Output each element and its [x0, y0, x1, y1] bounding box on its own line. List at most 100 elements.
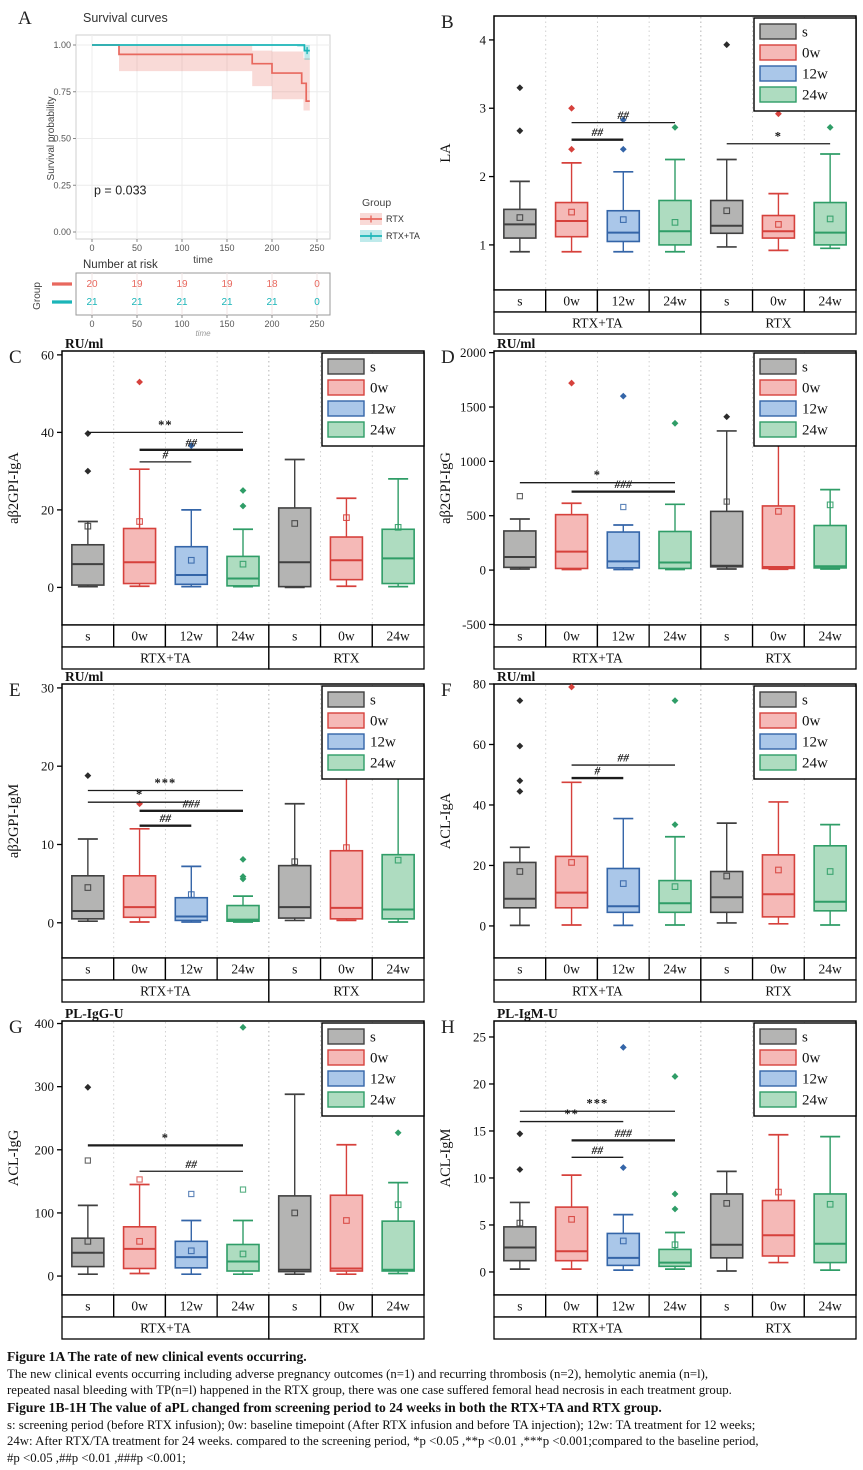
svg-text:s: s: [370, 1030, 376, 1046]
svg-text:*: *: [136, 788, 143, 802]
svg-text:5: 5: [480, 1217, 487, 1232]
svg-text:RTX+TA: RTX+TA: [140, 1321, 191, 1336]
svg-text:300: 300: [35, 1079, 55, 1094]
svg-text:200: 200: [264, 243, 279, 253]
svg-text:s: s: [517, 629, 522, 644]
svg-text:12w: 12w: [612, 294, 636, 309]
svg-text:500: 500: [467, 508, 487, 523]
svg-text:##: ##: [617, 110, 630, 122]
svg-text:##: ##: [591, 127, 604, 139]
svg-text:24w: 24w: [387, 1299, 411, 1314]
svg-text:RU/ml: RU/ml: [497, 670, 535, 684]
svg-text:24w: 24w: [663, 294, 687, 309]
svg-text:ACL-IgG: ACL-IgG: [6, 1129, 22, 1186]
svg-text:s: s: [517, 294, 522, 309]
svg-text:20: 20: [41, 759, 54, 774]
panel-g-boxplot-svg: 0 100 200 300 400 PL-IgG-U G ACL-IgG * ## s 0w 12w 24…: [0, 1006, 431, 1341]
svg-text:0: 0: [48, 1269, 55, 1284]
svg-text:30: 30: [41, 680, 54, 695]
svg-text:18: 18: [266, 279, 278, 290]
svg-text:0w: 0w: [338, 962, 355, 977]
svg-text:0: 0: [89, 243, 94, 253]
svg-text:Survival curves: Survival curves: [83, 11, 168, 25]
svg-text:0w: 0w: [131, 1299, 148, 1314]
svg-text:12w: 12w: [370, 735, 396, 751]
svg-text:19: 19: [176, 279, 188, 290]
svg-text:24w: 24w: [819, 962, 843, 977]
svg-text:*: *: [162, 1131, 169, 1145]
svg-text:ACL-IgA: ACL-IgA: [438, 792, 454, 849]
svg-text:25: 25: [473, 1029, 486, 1044]
svg-text:s: s: [517, 962, 522, 977]
svg-text:G: G: [9, 1017, 24, 1038]
panel-b-boxplot-svg: 1 2 3 4 B LA ## ## * s 0w 12w 24w s 0w 12w 24w s 0w 24w RTX+…: [432, 2, 863, 336]
svg-text:Number at risk: Number at risk: [83, 259, 158, 271]
svg-text:###: ###: [614, 479, 633, 491]
svg-text:3: 3: [480, 101, 487, 116]
svg-text:s: s: [85, 1299, 90, 1314]
svg-text:***: ***: [587, 1097, 609, 1111]
svg-text:100: 100: [35, 1205, 55, 1220]
svg-text:s: s: [724, 1299, 729, 1314]
svg-text:21: 21: [86, 297, 98, 308]
caption-body-line: s: screening period (before RTX infusion…: [7, 1417, 756, 1432]
svg-text:12w: 12w: [802, 735, 828, 751]
svg-text:19: 19: [221, 279, 233, 290]
svg-text:RTX: RTX: [333, 651, 359, 666]
figure-caption: Figure 1A The rate of new clinical event…: [7, 1348, 857, 1466]
svg-text:RTX+TA: RTX+TA: [140, 984, 191, 999]
svg-text:10: 10: [473, 1170, 486, 1185]
svg-text:21: 21: [266, 297, 278, 308]
svg-text:150: 150: [219, 319, 234, 329]
svg-text:24w: 24w: [819, 1299, 843, 1314]
svg-text:1000: 1000: [460, 454, 486, 469]
svg-text:50: 50: [132, 319, 142, 329]
svg-text:24w: 24w: [370, 423, 396, 439]
svg-text:24w: 24w: [802, 756, 828, 772]
svg-text:Group: Group: [32, 282, 43, 310]
svg-text:0w: 0w: [370, 1051, 389, 1067]
svg-text:RTX: RTX: [765, 651, 791, 666]
svg-text:s: s: [292, 1299, 297, 1314]
svg-text:0w: 0w: [370, 714, 389, 730]
svg-text:RTX: RTX: [333, 984, 359, 999]
svg-text:D: D: [441, 347, 456, 368]
svg-text:0w: 0w: [370, 381, 389, 397]
panel-a-survival-chart: A Survival curves 0.00 0.25 0.50 0.75 1.00 0 50 1…: [0, 2, 430, 341]
svg-text:24w: 24w: [802, 423, 828, 439]
caption-body-line: 24w: After RTX/TA treatment for 24 weeks…: [7, 1434, 759, 1449]
svg-text:-500: -500: [462, 617, 486, 632]
svg-text:12w: 12w: [612, 1299, 636, 1314]
svg-text:RTX+TA: RTX+TA: [572, 1321, 623, 1336]
svg-text:aβ2GPI-IgM: aβ2GPI-IgM: [6, 784, 22, 858]
svg-text:Survival probability: Survival probability: [46, 97, 57, 181]
svg-text:20: 20: [86, 279, 98, 290]
svg-text:0w: 0w: [563, 629, 580, 644]
svg-text:0w: 0w: [563, 294, 580, 309]
svg-text:p = 0.033: p = 0.033: [94, 184, 147, 198]
svg-text:PL-IgG-U: PL-IgG-U: [65, 1007, 124, 1021]
svg-text:s: s: [292, 962, 297, 977]
svg-text:12w: 12w: [370, 402, 396, 418]
svg-text:400: 400: [35, 1016, 55, 1031]
svg-text:RU/ml: RU/ml: [65, 670, 103, 684]
svg-text:24w: 24w: [819, 294, 843, 309]
svg-text:RTX+TA: RTX+TA: [572, 316, 623, 331]
svg-text:RTX+TA: RTX+TA: [386, 231, 420, 241]
svg-text:s: s: [85, 962, 90, 977]
svg-text:19: 19: [131, 279, 143, 290]
svg-text:200: 200: [264, 319, 279, 329]
svg-text:15: 15: [473, 1123, 486, 1138]
panel-b-la-boxplot: 1 2 3 4 B LA ## ## * s 0w 12w 24w s 0w 12w 24w s 0w 24w RTX+…: [432, 2, 863, 341]
svg-text:24w: 24w: [802, 88, 828, 104]
svg-text:B: B: [441, 12, 455, 33]
caption-body-line: #p <0.05 ,##p <0.01 ,###p <0.001;: [7, 1450, 186, 1465]
svg-text:Group: Group: [362, 197, 391, 209]
svg-text:#: #: [162, 449, 169, 461]
svg-text:aβ2GPI-IgG: aβ2GPI-IgG: [438, 452, 454, 524]
svg-text:##: ##: [159, 813, 172, 825]
panel-a-survival-svg: A Survival curves 0.00 0.25 0.50 0.75 1.00 0 50 1…: [0, 2, 430, 338]
caption-body-line: The new clinical events occurring includ…: [7, 1366, 709, 1381]
